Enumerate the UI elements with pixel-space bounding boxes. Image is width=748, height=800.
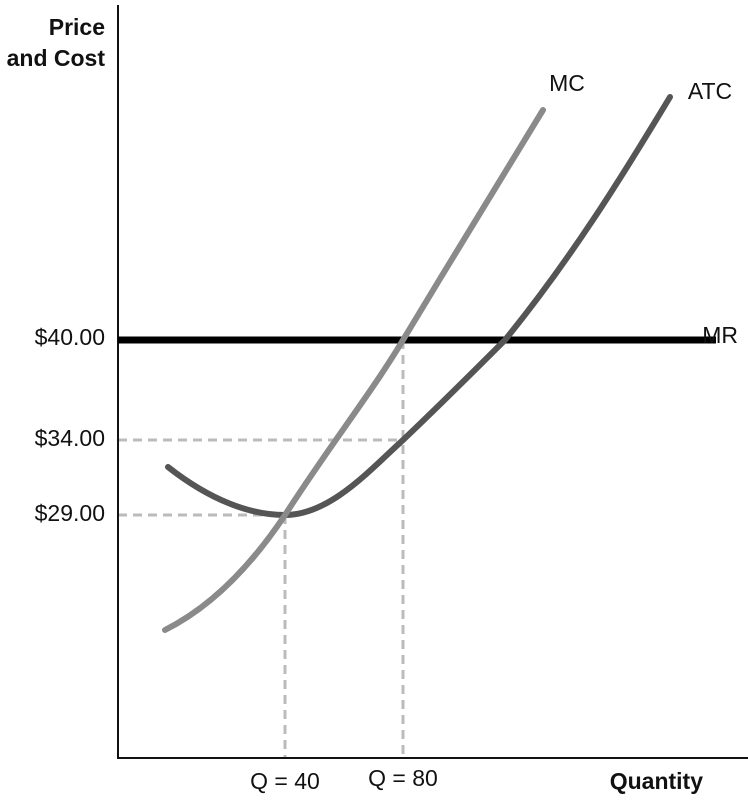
quantity-label: Q = 80 [368, 765, 438, 791]
price-label: $34.00 [35, 425, 105, 451]
atc-curve [165, 94, 673, 519]
mc-curve [162, 107, 546, 633]
curve-label: ATC [688, 78, 732, 104]
curve-label: MC [549, 70, 585, 96]
x-axis-label: Quantity [610, 768, 703, 794]
quantity-label: Q = 40 [250, 768, 320, 794]
curve-label: MR [702, 322, 738, 348]
price-label: $29.00 [35, 500, 105, 526]
price-label: $40.00 [35, 324, 105, 350]
y-axis-label: and Cost [7, 45, 106, 71]
y-axis-label: Price [49, 14, 105, 40]
